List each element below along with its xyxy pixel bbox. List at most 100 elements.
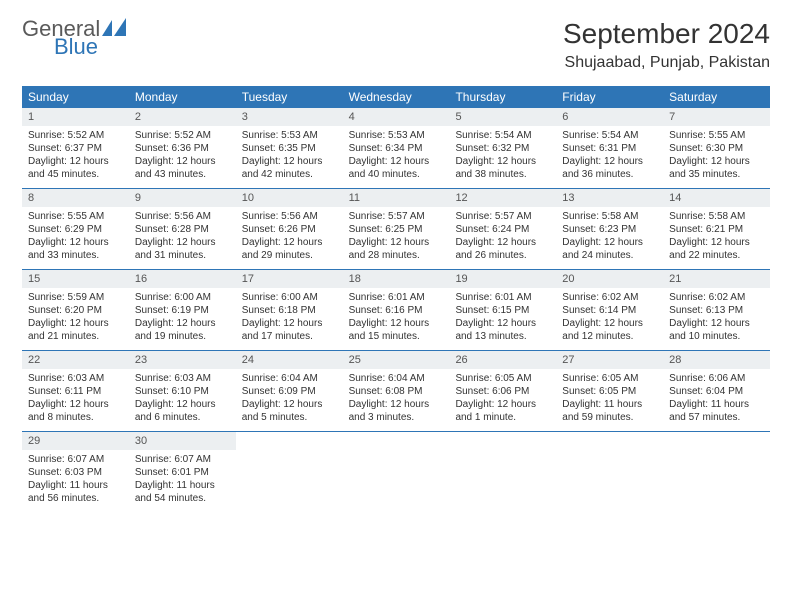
day-line: Sunset: 6:36 PM xyxy=(135,142,230,155)
day-body: Sunrise: 6:07 AMSunset: 6:01 PMDaylight:… xyxy=(129,450,236,511)
week-row: 15Sunrise: 5:59 AMSunset: 6:20 PMDayligh… xyxy=(22,270,770,351)
day-line: Daylight: 12 hours xyxy=(455,317,550,330)
day-line: Sunrise: 5:58 AM xyxy=(669,210,764,223)
day-line: Daylight: 11 hours xyxy=(135,479,230,492)
day-cell: 4Sunrise: 5:53 AMSunset: 6:34 PMDaylight… xyxy=(343,108,450,188)
day-number: 15 xyxy=(22,270,129,288)
day-cell: 3Sunrise: 5:53 AMSunset: 6:35 PMDaylight… xyxy=(236,108,343,188)
day-cell: 9Sunrise: 5:56 AMSunset: 6:28 PMDaylight… xyxy=(129,189,236,269)
day-body: Sunrise: 6:04 AMSunset: 6:08 PMDaylight:… xyxy=(343,369,450,430)
weekday-header: Sunday Monday Tuesday Wednesday Thursday… xyxy=(22,86,770,108)
day-line: Sunrise: 6:05 AM xyxy=(562,372,657,385)
brand-logo: General Blue xyxy=(22,18,128,58)
day-body: Sunrise: 6:02 AMSunset: 6:13 PMDaylight:… xyxy=(663,288,770,349)
day-cell: 10Sunrise: 5:56 AMSunset: 6:26 PMDayligh… xyxy=(236,189,343,269)
day-body: Sunrise: 6:05 AMSunset: 6:06 PMDaylight:… xyxy=(449,369,556,430)
day-cell: 19Sunrise: 6:01 AMSunset: 6:15 PMDayligh… xyxy=(449,270,556,350)
day-line: Sunset: 6:28 PM xyxy=(135,223,230,236)
day-line: Daylight: 12 hours xyxy=(242,236,337,249)
day-line: Daylight: 12 hours xyxy=(242,317,337,330)
day-line: and 35 minutes. xyxy=(669,168,764,181)
day-number: 18 xyxy=(343,270,450,288)
day-line: Sunset: 6:35 PM xyxy=(242,142,337,155)
day-cell: 25Sunrise: 6:04 AMSunset: 6:08 PMDayligh… xyxy=(343,351,450,431)
day-line: Daylight: 12 hours xyxy=(669,317,764,330)
day-number: 4 xyxy=(343,108,450,126)
day-line: Daylight: 12 hours xyxy=(242,155,337,168)
day-cell: 5Sunrise: 5:54 AMSunset: 6:32 PMDaylight… xyxy=(449,108,556,188)
day-number: 11 xyxy=(343,189,450,207)
day-line: Daylight: 12 hours xyxy=(562,236,657,249)
day-line: Sunset: 6:13 PM xyxy=(669,304,764,317)
day-cell: 8Sunrise: 5:55 AMSunset: 6:29 PMDaylight… xyxy=(22,189,129,269)
day-cell: 2Sunrise: 5:52 AMSunset: 6:36 PMDaylight… xyxy=(129,108,236,188)
day-body: Sunrise: 5:59 AMSunset: 6:20 PMDaylight:… xyxy=(22,288,129,349)
day-line: Sunset: 6:15 PM xyxy=(455,304,550,317)
day-number: 25 xyxy=(343,351,450,369)
day-number: 12 xyxy=(449,189,556,207)
day-line: Sunset: 6:20 PM xyxy=(28,304,123,317)
day-line: Daylight: 12 hours xyxy=(242,398,337,411)
day-number: 30 xyxy=(129,432,236,450)
day-cell: 14Sunrise: 5:58 AMSunset: 6:21 PMDayligh… xyxy=(663,189,770,269)
day-cell xyxy=(663,432,770,512)
day-line: and 5 minutes. xyxy=(242,411,337,424)
day-line: Daylight: 12 hours xyxy=(562,155,657,168)
day-cell: 22Sunrise: 6:03 AMSunset: 6:11 PMDayligh… xyxy=(22,351,129,431)
day-line: Sunrise: 5:54 AM xyxy=(562,129,657,142)
day-line: Daylight: 11 hours xyxy=(669,398,764,411)
day-number: 7 xyxy=(663,108,770,126)
day-number: 20 xyxy=(556,270,663,288)
day-line: and 22 minutes. xyxy=(669,249,764,262)
day-line: and 26 minutes. xyxy=(455,249,550,262)
day-line: Daylight: 12 hours xyxy=(669,155,764,168)
header: General Blue September 2024 Shujaabad, P… xyxy=(22,18,770,72)
day-line: and 8 minutes. xyxy=(28,411,123,424)
day-body: Sunrise: 5:58 AMSunset: 6:23 PMDaylight:… xyxy=(556,207,663,268)
day-line: and 31 minutes. xyxy=(135,249,230,262)
day-body: Sunrise: 6:06 AMSunset: 6:04 PMDaylight:… xyxy=(663,369,770,430)
day-line: Sunset: 6:08 PM xyxy=(349,385,444,398)
day-line: Daylight: 12 hours xyxy=(669,236,764,249)
day-line: Sunrise: 5:55 AM xyxy=(28,210,123,223)
day-body: Sunrise: 5:55 AMSunset: 6:30 PMDaylight:… xyxy=(663,126,770,187)
day-cell: 12Sunrise: 5:57 AMSunset: 6:24 PMDayligh… xyxy=(449,189,556,269)
day-body: Sunrise: 6:03 AMSunset: 6:11 PMDaylight:… xyxy=(22,369,129,430)
day-cell: 11Sunrise: 5:57 AMSunset: 6:25 PMDayligh… xyxy=(343,189,450,269)
week-row: 1Sunrise: 5:52 AMSunset: 6:37 PMDaylight… xyxy=(22,108,770,189)
day-line: and 33 minutes. xyxy=(28,249,123,262)
month-title: September 2024 xyxy=(563,18,770,50)
day-line: Sunset: 6:29 PM xyxy=(28,223,123,236)
day-cell xyxy=(236,432,343,512)
day-number: 2 xyxy=(129,108,236,126)
day-line: Daylight: 11 hours xyxy=(28,479,123,492)
day-number: 17 xyxy=(236,270,343,288)
day-line: Sunset: 6:23 PM xyxy=(562,223,657,236)
day-line: Sunrise: 6:07 AM xyxy=(135,453,230,466)
day-body: Sunrise: 6:05 AMSunset: 6:05 PMDaylight:… xyxy=(556,369,663,430)
day-cell xyxy=(449,432,556,512)
day-line: Sunset: 6:32 PM xyxy=(455,142,550,155)
day-line: Daylight: 12 hours xyxy=(135,317,230,330)
day-number: 29 xyxy=(22,432,129,450)
day-body: Sunrise: 6:03 AMSunset: 6:10 PMDaylight:… xyxy=(129,369,236,430)
day-cell: 1Sunrise: 5:52 AMSunset: 6:37 PMDaylight… xyxy=(22,108,129,188)
day-number: 8 xyxy=(22,189,129,207)
day-line: and 42 minutes. xyxy=(242,168,337,181)
day-line: Sunset: 6:19 PM xyxy=(135,304,230,317)
day-body: Sunrise: 5:57 AMSunset: 6:25 PMDaylight:… xyxy=(343,207,450,268)
day-line: Sunrise: 5:54 AM xyxy=(455,129,550,142)
day-line: Sunrise: 6:03 AM xyxy=(135,372,230,385)
day-line: Daylight: 12 hours xyxy=(455,236,550,249)
day-line: Sunset: 6:26 PM xyxy=(242,223,337,236)
day-cell: 7Sunrise: 5:55 AMSunset: 6:30 PMDaylight… xyxy=(663,108,770,188)
day-cell: 24Sunrise: 6:04 AMSunset: 6:09 PMDayligh… xyxy=(236,351,343,431)
day-line: Sunset: 6:14 PM xyxy=(562,304,657,317)
day-line: Sunrise: 6:00 AM xyxy=(242,291,337,304)
day-body: Sunrise: 5:58 AMSunset: 6:21 PMDaylight:… xyxy=(663,207,770,268)
day-cell: 30Sunrise: 6:07 AMSunset: 6:01 PMDayligh… xyxy=(129,432,236,512)
day-line: and 19 minutes. xyxy=(135,330,230,343)
day-line: and 10 minutes. xyxy=(669,330,764,343)
day-line: Sunrise: 5:56 AM xyxy=(135,210,230,223)
day-line: Sunrise: 6:01 AM xyxy=(349,291,444,304)
